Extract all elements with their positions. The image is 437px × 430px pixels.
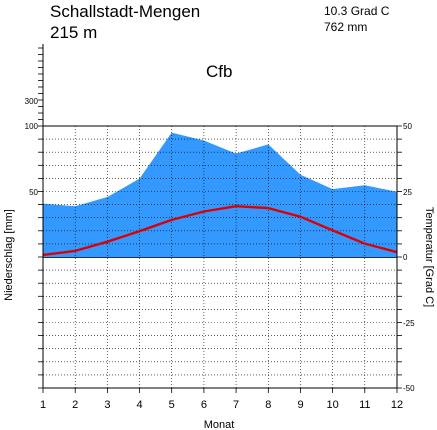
plot-area [38,125,402,393]
gridlines [43,126,397,388]
precipitation-area-layer [43,132,397,258]
x-tick-label-7: 7 [233,399,239,411]
tick-label-left-100: 100 [25,122,39,131]
tick-label-left-300: 300 [25,97,39,106]
x-axis-title: Monat [204,419,235,430]
right-axis-title: Temperatur [Grad C] [423,207,435,307]
station-name: Schallstadt-Mengen [50,2,200,21]
x-tick-label-6: 6 [201,399,207,411]
tick-label-right-0: 0 [403,253,408,262]
climate-class: Cfb [206,62,232,81]
tick-label-right-minus25: -25 [403,319,415,328]
tick-label-right-minus50: -50 [403,384,415,393]
x-tick-label-10: 10 [326,399,338,411]
x-tick-label-5: 5 [169,399,175,411]
x-tick-label-8: 8 [265,399,271,411]
tick-label-right-50: 50 [403,122,412,131]
x-tick-label-9: 9 [297,399,303,411]
precipitation-area [43,132,397,258]
station-elevation: 215 m [50,23,97,42]
mean-temperature: 10.3 Grad C [324,4,390,18]
temperature-line-layer [42,204,398,257]
left-axis-title: Niederschlag [mm] [3,209,15,301]
x-tick-labels: 1 2 3 4 5 6 7 8 9 10 11 12 [40,399,403,411]
x-tick-label-1: 1 [40,399,46,411]
upper-precip-axis: 300 [25,44,44,126]
x-tick-label-11: 11 [359,399,370,411]
x-tick-label-12: 12 [391,399,403,411]
x-tick-label-2: 2 [72,399,78,411]
tick-label-right-25: 25 [403,188,412,197]
axis-ticks [38,125,402,393]
x-tick-label-4: 4 [136,399,142,411]
tick-label-left-50: 50 [29,188,38,197]
temperature-line [42,204,398,257]
annual-precipitation: 762 mm [324,20,367,34]
x-tick-label-3: 3 [104,399,110,411]
